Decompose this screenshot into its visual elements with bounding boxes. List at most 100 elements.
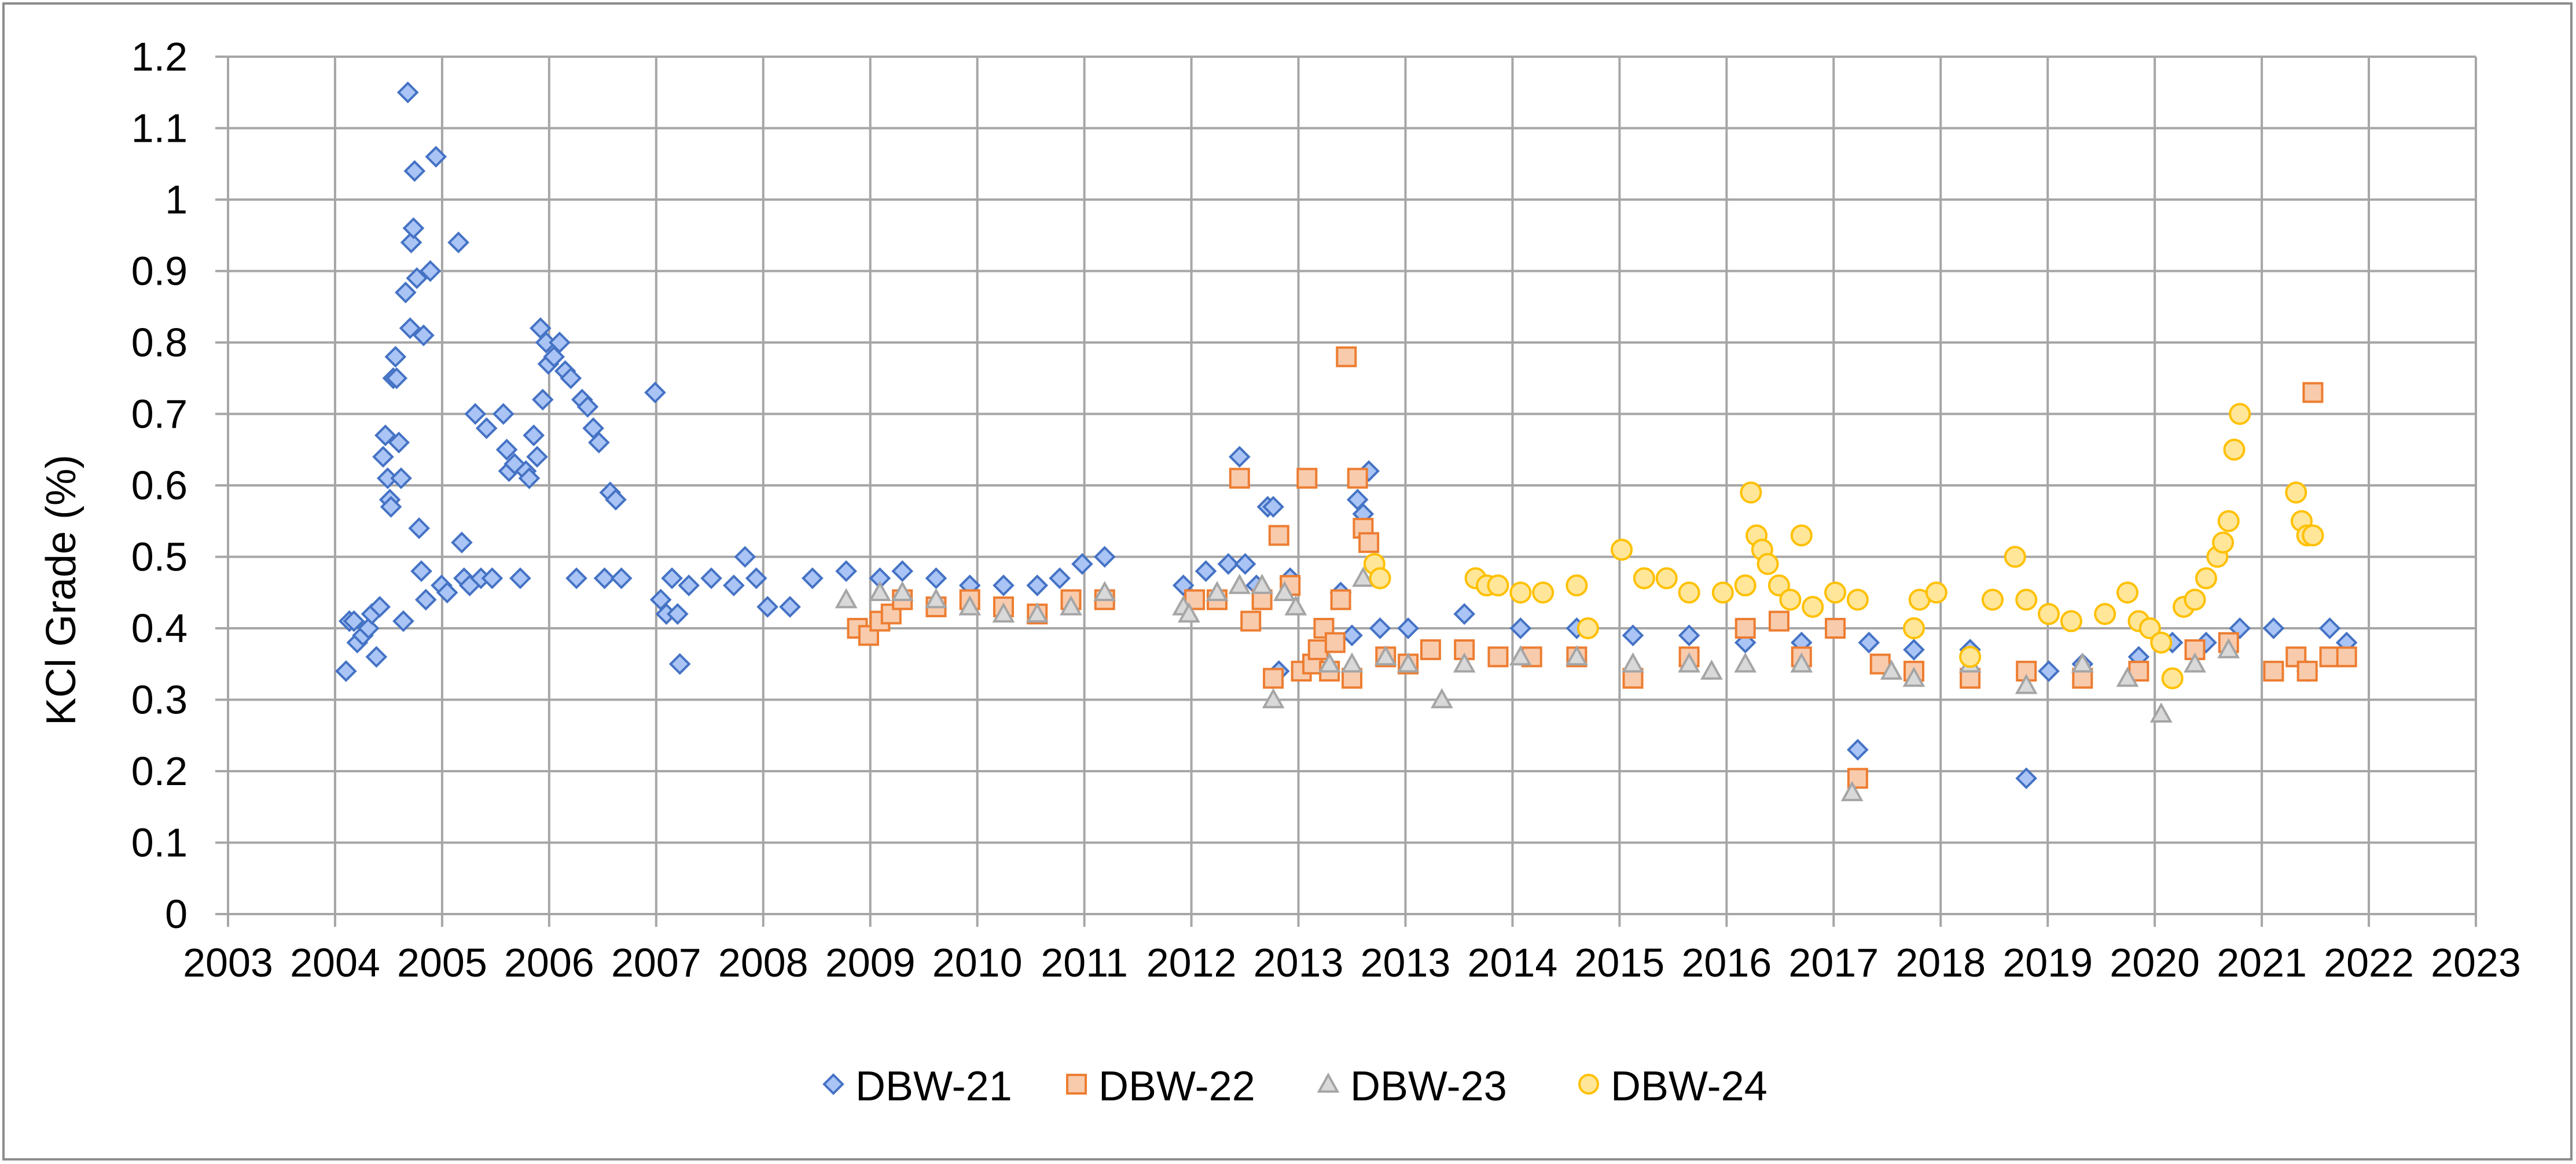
- data-point: [2004, 546, 2026, 568]
- data-point: [565, 567, 587, 590]
- data-point: [1566, 645, 1588, 666]
- data-point: [2229, 403, 2251, 425]
- data-point: [661, 567, 683, 590]
- x-tick-label: 2023: [2431, 940, 2521, 985]
- data-point: [384, 345, 407, 368]
- data-point: [1453, 603, 1476, 625]
- x-tick-label: 2019: [2002, 940, 2093, 985]
- data-point: [745, 567, 767, 590]
- data-point: [414, 588, 437, 611]
- data-point: [1767, 574, 1790, 596]
- data-point: [1840, 780, 1864, 801]
- data-point: [1397, 652, 1420, 673]
- x-tick-label: 2016: [1681, 940, 1772, 985]
- data-point: [447, 231, 469, 253]
- x-tick-label: 2012: [1146, 940, 1237, 985]
- data-point: [1093, 581, 1116, 602]
- series-dbw-21: [335, 81, 2358, 790]
- data-point: [925, 567, 947, 590]
- data-point: [1802, 595, 1824, 618]
- data-point: [369, 596, 391, 618]
- legend-label-dbw-23: DBW-23: [1350, 1063, 1507, 1110]
- data-point: [1790, 652, 1813, 673]
- data-point: [1678, 624, 1700, 647]
- data-point: [475, 417, 498, 440]
- y-tick-label: 0.8: [131, 320, 188, 365]
- data-point: [365, 646, 388, 668]
- data-point: [2015, 767, 2038, 790]
- data-point: [2116, 581, 2138, 604]
- data-point: [1509, 581, 1532, 604]
- x-tick-label: 2006: [504, 940, 594, 985]
- data-point: [593, 567, 616, 590]
- legend-label-dbw-22: DBW-22: [1098, 1063, 1255, 1110]
- data-point: [1071, 553, 1093, 575]
- data-point: [700, 567, 722, 590]
- data-point: [605, 488, 627, 511]
- data-point: [372, 445, 394, 468]
- data-point: [1251, 573, 1274, 594]
- data-point: [1263, 668, 1284, 689]
- data-point: [1420, 639, 1441, 661]
- data-point: [2038, 603, 2060, 625]
- data-point: [644, 381, 666, 404]
- data-point: [509, 567, 531, 590]
- data-point: [1093, 546, 1116, 568]
- data-point: [2161, 667, 2184, 690]
- data-point: [1369, 567, 1391, 590]
- data-point: [666, 603, 689, 625]
- data-point: [1903, 617, 1925, 639]
- data-point: [385, 367, 408, 389]
- data-point: [1262, 496, 1284, 518]
- data-point: [610, 567, 633, 590]
- data-point: [2150, 631, 2173, 654]
- data-point: [1981, 588, 2004, 611]
- data-point: [1740, 481, 1762, 504]
- data-point: [2296, 661, 2318, 682]
- data-point: [451, 531, 473, 554]
- data-point: [1847, 739, 1869, 761]
- data-point: [1779, 588, 1802, 611]
- data-point: [560, 367, 582, 389]
- y-tick-label: 0.6: [131, 463, 188, 508]
- data-point: [2262, 617, 2285, 639]
- data-point: [425, 146, 447, 168]
- data-point: [2060, 610, 2082, 632]
- data-point: [2184, 652, 2206, 673]
- x-tick-label: 2018: [1895, 940, 1986, 985]
- x-tick-label: 2003: [183, 940, 273, 985]
- data-point: [891, 581, 914, 602]
- data-point: [835, 588, 858, 609]
- data-point: [523, 424, 545, 447]
- data-point: [2094, 603, 2116, 625]
- data-point: [2285, 481, 2307, 504]
- data-point: [802, 567, 824, 590]
- data-point: [2263, 661, 2284, 682]
- data-point: [1858, 631, 1880, 654]
- x-tick-label: 2022: [2324, 940, 2414, 985]
- data-point: [576, 396, 599, 418]
- y-tick-label: 0.3: [131, 677, 188, 723]
- data-point: [1756, 552, 1779, 575]
- x-axis-tick-labels: 2003 2004 2005 2006 2007 2008 2009 2010 2011 2012…: [183, 940, 2521, 985]
- data-point: [390, 467, 412, 489]
- data-point: [1026, 602, 1049, 623]
- data-point: [1284, 595, 1307, 616]
- data-point: [2336, 646, 2357, 668]
- data-point: [1768, 610, 1789, 632]
- data-point: [1678, 652, 1700, 673]
- data-point: [1453, 652, 1476, 673]
- x-tick-label: 2005: [397, 940, 487, 985]
- data-point: [396, 81, 419, 104]
- data-point: [1846, 588, 1869, 611]
- data-point: [1229, 467, 1250, 489]
- data-point: [436, 581, 458, 604]
- data-point: [549, 331, 571, 353]
- x-tick-label: 2020: [2110, 940, 2200, 985]
- data-point: [868, 581, 891, 602]
- data-point: [779, 596, 801, 618]
- data-point: [399, 317, 421, 340]
- data-point: [993, 574, 1015, 596]
- data-point: [1178, 602, 1200, 623]
- plot-points: [335, 81, 2358, 801]
